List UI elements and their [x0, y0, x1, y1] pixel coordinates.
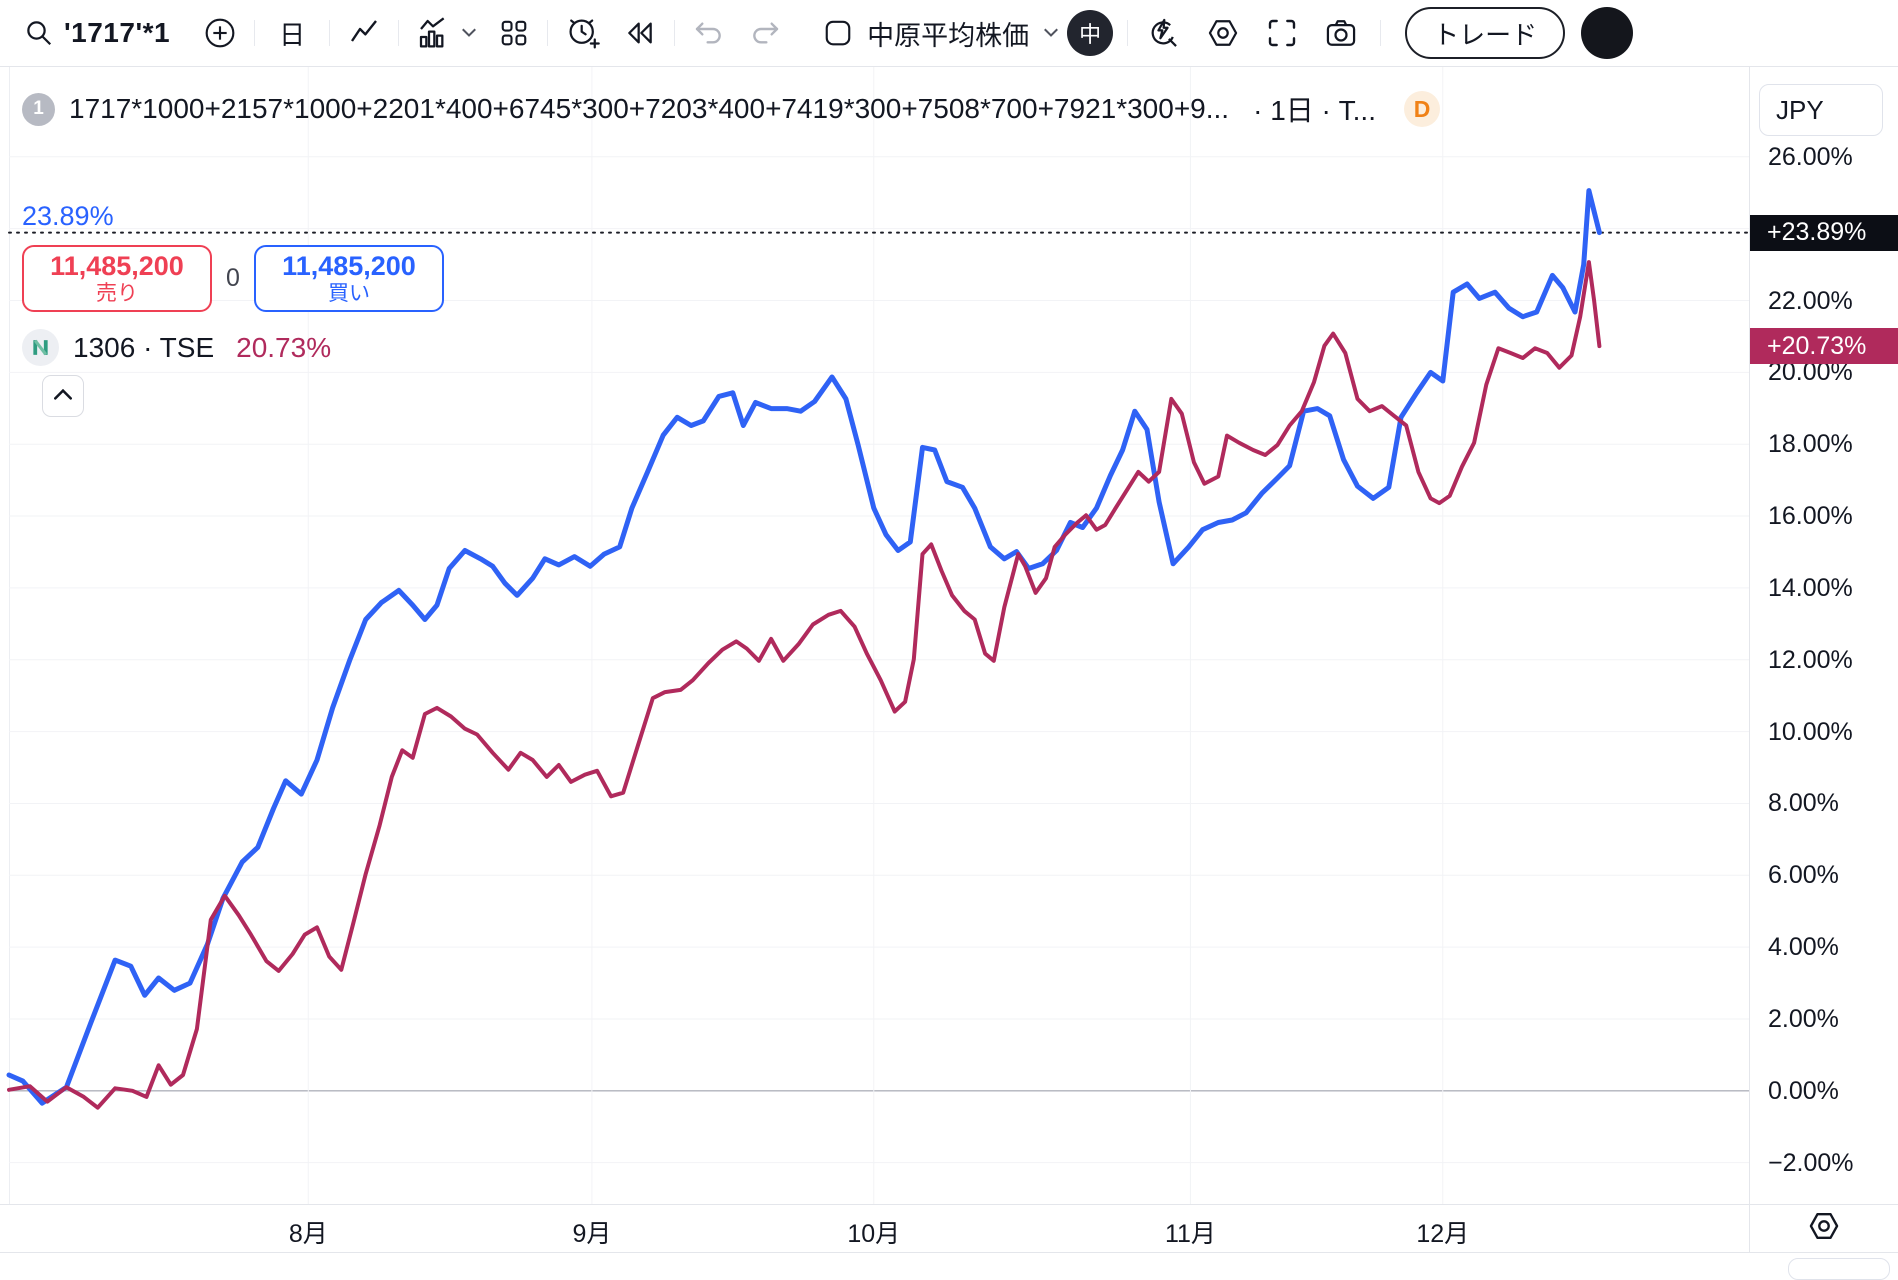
symbol-title-suffix[interactable]: · 1日 · T...: [1253, 95, 1376, 126]
sell-label: 売り: [96, 282, 138, 305]
add-symbol-button[interactable]: [196, 10, 244, 56]
chart-canvas[interactable]: [0, 67, 1749, 1204]
search-icon: [24, 18, 54, 48]
nextfunds-n-icon: [33, 339, 48, 356]
layout-select-checkbox[interactable]: [815, 10, 861, 56]
chevron-up-icon: [54, 387, 73, 405]
chevron-down-icon: [461, 28, 477, 38]
line-chart-style-icon: [348, 17, 380, 49]
alert-clock-plus-icon: [566, 16, 600, 50]
sell-price: 11,485,200: [50, 251, 184, 281]
toolbar-separator: [547, 20, 549, 46]
toolbar-separator: [1380, 20, 1382, 46]
undo-icon: [693, 17, 725, 49]
undo-button[interactable]: [685, 10, 733, 56]
price-axis-label: −2.00%: [1768, 1148, 1854, 1177]
indicator-templates-button[interactable]: [457, 10, 481, 56]
price-axis-label: 6.00%: [1768, 861, 1839, 890]
chart-style-button[interactable]: [340, 10, 388, 56]
floating-panel-edge: [1788, 1258, 1890, 1280]
camera-icon: [1324, 16, 1358, 50]
toolbar-separator: [329, 20, 331, 46]
buy-price: 11,485,200: [282, 251, 416, 281]
gear-hexagon-icon: [1807, 1209, 1841, 1248]
grid-layout-icon: [499, 18, 529, 48]
compare-legend-row: 1306 · TSE 20.73%: [22, 329, 331, 366]
price-axis-label: 22.00%: [1768, 286, 1853, 315]
interval-button[interactable]: 日: [279, 19, 306, 50]
legend-collapse-button[interactable]: [42, 375, 84, 417]
checkbox-icon: [823, 18, 853, 48]
currency-toggle[interactable]: JPY: [1759, 84, 1883, 136]
main-price-tag: +23.89%: [1750, 214, 1898, 251]
symbol-title-row: 1 1717*1000+2157*1000+2201*400+6745*300+…: [22, 89, 1440, 129]
top-toolbar: '1717'*1 日: [0, 0, 1898, 67]
replay-button[interactable]: [616, 10, 664, 56]
fullscreen-button[interactable]: [1258, 10, 1306, 56]
symbol-search-text: '1717'*1: [64, 17, 171, 48]
price-axis-label: 2.00%: [1768, 1004, 1839, 1033]
screenshot-button[interactable]: [1316, 10, 1366, 56]
price-axis-label: 10.00%: [1768, 717, 1853, 746]
symbol-search-button[interactable]: '1717'*1: [16, 10, 178, 56]
time-axis-month-label: 11月: [1164, 1220, 1216, 1248]
time-axis-month-label: 12月: [1416, 1220, 1470, 1248]
chevron-down-icon: [1043, 28, 1059, 38]
compare-price-tag: +20.73%: [1750, 328, 1898, 365]
trade-button[interactable]: トレード: [1405, 7, 1566, 59]
compare-symbol-name[interactable]: 1306 · TSE: [73, 331, 215, 363]
main-change-percent: 23.89%: [22, 201, 114, 231]
layout-grid-button[interactable]: [491, 10, 537, 56]
spread-value: 0: [226, 264, 240, 292]
layout-menu-button[interactable]: [1039, 10, 1063, 56]
plus-circle-icon: [204, 17, 236, 49]
sell-button[interactable]: 11,485,200 売り: [22, 245, 212, 312]
time-axis[interactable]: 8月 9月 10月 11月 12月: [0, 1204, 1749, 1253]
layout-name[interactable]: 中原平均株価: [867, 20, 1030, 51]
price-axis-label: 26.00%: [1768, 142, 1853, 171]
buy-button[interactable]: 11,485,200 買い: [254, 245, 444, 312]
axis-settings-corner[interactable]: [1749, 1204, 1898, 1253]
series-line: [6, 188, 1602, 1106]
price-axis-label: 8.00%: [1768, 789, 1839, 818]
indicators-button[interactable]: [409, 10, 457, 56]
redo-button[interactable]: [741, 10, 789, 56]
quick-search-button[interactable]: [1138, 10, 1188, 56]
time-axis-month-label: 8月: [288, 1220, 328, 1248]
toolbar-separator: [674, 20, 676, 46]
account-badge[interactable]: 中: [1067, 10, 1114, 56]
symbol-title[interactable]: 1717*1000+2157*1000+2201*400+6745*300+72…: [69, 93, 1230, 124]
fullscreen-icon: [1266, 17, 1298, 49]
bottom-strip: [0, 1254, 1898, 1266]
toolbar-separator: [1127, 20, 1129, 46]
pane-left-border: [9, 67, 10, 1204]
indicators-icon: [417, 17, 449, 49]
buy-sell-row: 11,485,200 売り 0 11,485,200 買い: [22, 245, 444, 312]
price-axis[interactable]: JPY 26.00% 22.00% 20.00% 18.00% 16.00% 14.00%…: [1749, 67, 1898, 1204]
gear-hexagon-icon: [1206, 16, 1240, 50]
buy-label: 買い: [328, 282, 370, 305]
price-axis-label: 16.00%: [1768, 502, 1853, 531]
compare-change-percent: 20.73%: [236, 331, 332, 363]
price-axis-label: 0.00%: [1768, 1076, 1839, 1105]
price-axis-label: 14.00%: [1768, 573, 1853, 602]
settings-button[interactable]: [1198, 10, 1248, 56]
alert-button[interactable]: [558, 10, 608, 56]
redo-icon: [749, 17, 781, 49]
series-number-badge: 1: [22, 92, 55, 126]
time-axis-month-label: 10月: [847, 1220, 901, 1248]
price-axis-label: 18.00%: [1768, 430, 1853, 459]
toolbar-separator: [398, 20, 400, 46]
toolbar-separator: [254, 20, 256, 46]
avatar[interactable]: [1581, 7, 1634, 59]
replay-rewind-icon: [624, 17, 656, 49]
price-axis-label: 4.00%: [1768, 933, 1839, 962]
data-window-badge[interactable]: D: [1404, 91, 1440, 127]
time-axis-month-label: 9月: [572, 1220, 612, 1248]
series-line: [7, 260, 1602, 1110]
price-axis-label: 12.00%: [1768, 645, 1853, 674]
compare-symbol-logo: [22, 329, 59, 366]
chart-pane[interactable]: 1 1717*1000+2157*1000+2201*400+6745*300+…: [0, 67, 1749, 1249]
quick-search-flash-icon: [1146, 16, 1180, 50]
